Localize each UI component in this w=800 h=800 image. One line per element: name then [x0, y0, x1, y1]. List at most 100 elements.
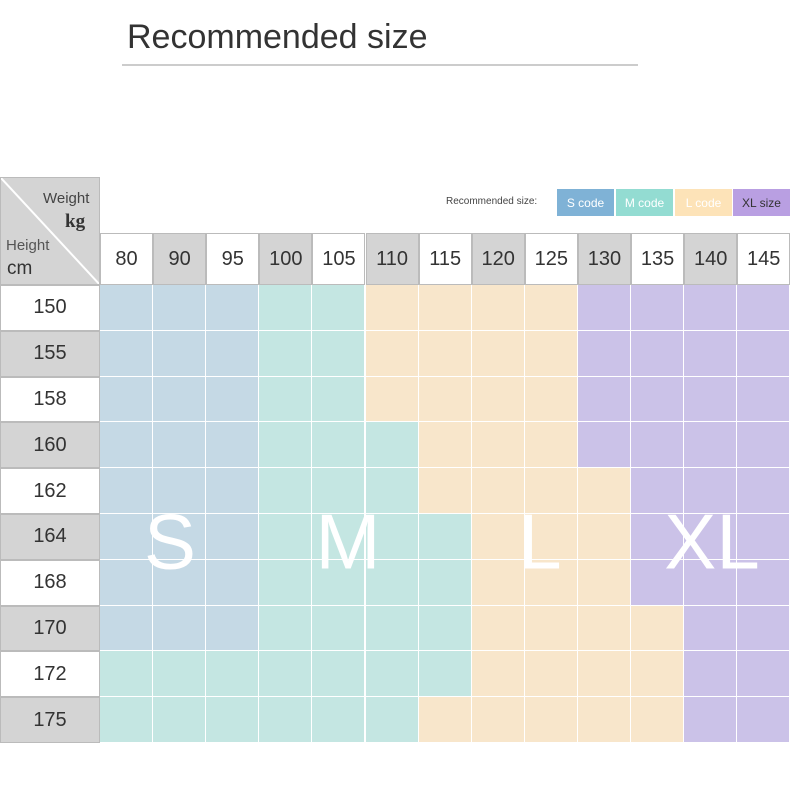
size-cell [524, 559, 578, 606]
size-cell [737, 697, 791, 743]
size-cell [471, 605, 525, 652]
size-cell [259, 697, 313, 743]
row-header: 162 [0, 468, 100, 514]
size-cell [471, 697, 525, 743]
size-cell [471, 376, 525, 423]
size-cell [365, 468, 419, 514]
row-header: 164 [0, 514, 100, 560]
size-cell [684, 651, 738, 698]
weight-label: Weight [43, 190, 90, 207]
size-cell [153, 422, 207, 469]
size-cell [312, 559, 366, 606]
size-cell [418, 651, 472, 698]
size-cell [365, 422, 419, 469]
size-cell [259, 330, 313, 377]
size-cell [259, 422, 313, 469]
size-cell [206, 330, 260, 377]
size-cell [737, 514, 791, 560]
column-header: 80 [100, 233, 154, 285]
row-header: 172 [0, 651, 100, 698]
row-header: 168 [0, 559, 100, 606]
size-cell [100, 514, 154, 560]
size-cell [577, 651, 631, 698]
size-cell [524, 514, 578, 560]
row-header: 158 [0, 376, 100, 423]
size-cell [100, 422, 154, 469]
size-cell [418, 422, 472, 469]
size-cell [206, 376, 260, 423]
size-cell [312, 330, 366, 377]
size-cell [312, 422, 366, 469]
size-cell [418, 285, 472, 331]
size-cell [312, 285, 366, 331]
size-cell [206, 468, 260, 514]
size-cell [153, 605, 207, 652]
size-letter: L [518, 497, 562, 586]
size-cell [684, 514, 738, 560]
row-header: 170 [0, 605, 100, 652]
title-underline [122, 64, 638, 66]
column-header: 145 [737, 233, 791, 285]
size-letter: XL [664, 497, 760, 586]
row-header: 155 [0, 330, 100, 377]
legend-item: XL size [733, 189, 790, 216]
size-cell [365, 376, 419, 423]
column-header: 135 [631, 233, 685, 285]
size-cell [206, 422, 260, 469]
legend-item: M code [616, 189, 673, 216]
size-cell [577, 330, 631, 377]
title: Recommended size [127, 18, 428, 56]
size-cell [524, 605, 578, 652]
size-cell [631, 651, 685, 698]
size-cell [153, 697, 207, 743]
size-cell [100, 697, 154, 743]
size-cell [684, 468, 738, 514]
size-cell [365, 285, 419, 331]
size-cell [524, 422, 578, 469]
row-header: 160 [0, 422, 100, 469]
size-cell [312, 651, 366, 698]
size-cell [524, 285, 578, 331]
size-cell [259, 285, 313, 331]
size-cell [259, 605, 313, 652]
size-cell [312, 376, 366, 423]
size-cell [524, 330, 578, 377]
size-cell [577, 285, 631, 331]
size-cell [737, 468, 791, 514]
size-cell [153, 330, 207, 377]
size-cell [631, 697, 685, 743]
size-cell [206, 514, 260, 560]
size-cell [365, 514, 419, 560]
size-cell [684, 559, 738, 606]
corner-diagonal [1, 178, 99, 284]
column-header: 90 [153, 233, 207, 285]
size-cell [684, 376, 738, 423]
column-header: 95 [206, 233, 260, 285]
size-cell [471, 285, 525, 331]
column-header: 110 [365, 233, 419, 285]
column-header: 140 [684, 233, 738, 285]
legend-item: S code [557, 189, 614, 216]
size-cell [577, 514, 631, 560]
size-cell [418, 376, 472, 423]
size-cell [577, 605, 631, 652]
size-cell [259, 514, 313, 560]
size-cell [631, 330, 685, 377]
size-letter: M [315, 497, 381, 586]
size-cell [631, 468, 685, 514]
size-cell [259, 559, 313, 606]
size-cell [737, 559, 791, 606]
size-cell [206, 651, 260, 698]
size-cell [153, 651, 207, 698]
size-cell [100, 605, 154, 652]
column-header: 100 [259, 233, 313, 285]
size-cell [418, 605, 472, 652]
size-cell [577, 422, 631, 469]
corner-cell: Weight kg Height cm [0, 177, 100, 285]
size-cell [471, 422, 525, 469]
size-cell [577, 376, 631, 423]
row-header: 150 [0, 285, 100, 331]
column-header: 105 [312, 233, 366, 285]
size-cell [684, 422, 738, 469]
